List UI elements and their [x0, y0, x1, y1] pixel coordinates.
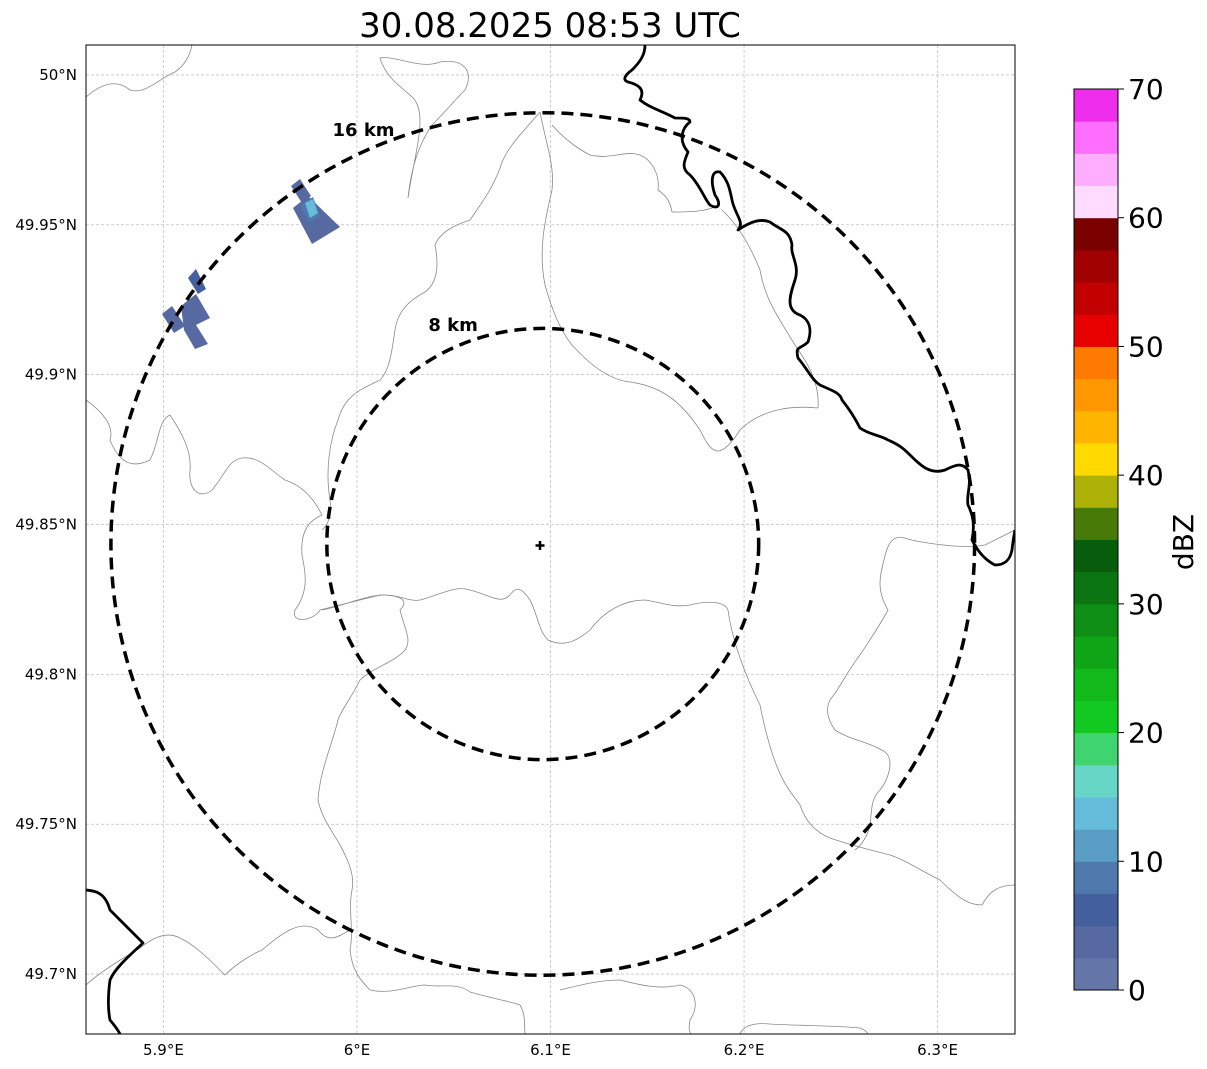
colorbar-segment: [1074, 636, 1118, 669]
admin-boundary: [86, 399, 409, 721]
longitude-tick-labels: 5.9°E 6°E 6.1°E 6.2°E 6.3°E: [143, 1041, 958, 1059]
admin-boundary: [559, 979, 696, 1034]
colorbar-segment: [1074, 507, 1118, 540]
lon-tick-label: 6.2°E: [724, 1041, 765, 1059]
colorbar-frame: [1073, 88, 1119, 991]
radar-site-marker: [535, 541, 545, 550]
admin-boundary: [321, 111, 541, 531]
colorbar-segment: [1074, 314, 1118, 347]
lon-tick-label: 6°E: [344, 1041, 371, 1059]
colorbar-segment: [1074, 668, 1118, 701]
lon-tick-label: 6.3°E: [917, 1041, 958, 1059]
admin-boundary: [827, 529, 1015, 851]
lat-tick-label: 49.7°N: [25, 965, 77, 983]
admin-boundary: [721, 209, 819, 409]
colorbar-segment: [1074, 700, 1118, 734]
admin-boundary: [539, 111, 819, 452]
colorbar-segment: [1074, 861, 1118, 894]
colorbar-tick-label: 50: [1128, 330, 1164, 363]
colorbar-segment: [1074, 732, 1118, 766]
reflectivity-cell: [188, 269, 206, 294]
admin-boundary: [551, 124, 721, 213]
latitude-tick-labels: 50°N 49.95°N 49.9°N 49.85°N 49.8°N 49.75°N 49.…: [15, 66, 77, 983]
national-border: [86, 888, 145, 1034]
reflectivity-echoes: [162, 179, 340, 349]
colorbar-segment: [1074, 796, 1118, 830]
colorbar-segment: [1074, 217, 1118, 251]
colorbar-segment: [1074, 829, 1118, 862]
reflectivity-cell: [305, 199, 318, 218]
range-ring-8km: [325, 326, 761, 762]
colorbar-label: dBZ: [1167, 514, 1200, 570]
admin-boundary: [86, 925, 351, 986]
admin-boundary: [321, 588, 761, 706]
figure-title: 30.08.2025 08:53 UTC: [359, 6, 741, 46]
borders-layer: [86, 45, 1015, 1034]
colorbar-segment: [1074, 893, 1118, 927]
colorbar-segment: [1074, 603, 1118, 637]
colorbar-tick-label: 10: [1128, 845, 1164, 878]
colorbar-segment: [1074, 153, 1118, 187]
reflectivity-cell: [162, 306, 185, 333]
lon-tick-label: 5.9°E: [143, 1041, 184, 1059]
range-rings: 8 km 16 km: [109, 111, 977, 977]
colorbar-segment: [1074, 442, 1118, 476]
colorbar-tick-label: 20: [1128, 717, 1164, 750]
colorbar-segment: [1074, 185, 1118, 219]
reflectivity-cell: [291, 179, 311, 203]
colorbar-segment: [1074, 571, 1118, 605]
national-border: [623, 45, 1015, 567]
colorbar-segment: [1074, 89, 1118, 122]
colorbar-segment: [1074, 539, 1118, 573]
lat-tick-label: 49.8°N: [25, 665, 77, 683]
lat-tick-label: 49.9°N: [25, 366, 77, 384]
lat-tick-label: 49.85°N: [15, 516, 77, 534]
lat-tick-label: 49.95°N: [15, 216, 77, 234]
range-ring-16km: [109, 111, 977, 977]
colorbar-tick-label: 70: [1128, 73, 1164, 106]
admin-boundary: [739, 1023, 869, 1034]
colorbar-segment: [1074, 475, 1118, 508]
map-frame: [85, 44, 1016, 1035]
lat-tick-label: 49.75°N: [15, 815, 77, 833]
colorbar-tick-label: 0: [1128, 974, 1146, 1007]
lon-tick-label: 6.1°E: [530, 1041, 571, 1059]
colorbar-segment: [1074, 282, 1118, 315]
admin-boundary: [86, 45, 193, 98]
range-ring-label: 8 km: [428, 315, 478, 336]
reflectivity-cell: [181, 294, 210, 349]
colorbar: 0 10 20 30 40 50 60 70 dBZ: [1073, 73, 1200, 1007]
colorbar-segment: [1074, 346, 1118, 380]
admin-boundary: [379, 57, 469, 199]
colorbar-tick-label: 40: [1128, 459, 1164, 492]
lat-tick-label: 50°N: [39, 66, 77, 84]
admin-boundary: [759, 704, 1015, 906]
colorbar-segment: [1074, 410, 1118, 444]
colorbar-segment: [1074, 957, 1118, 991]
admin-boundary: [317, 719, 526, 1034]
map-plot-area: [86, 45, 1015, 1034]
colorbar-segment: [1074, 121, 1118, 154]
colorbar-segment: [1074, 925, 1118, 959]
colorbar-segment: [1074, 249, 1118, 283]
colorbar-tick-label: 60: [1128, 202, 1164, 235]
range-ring-label: 16 km: [333, 120, 395, 141]
colorbar-segment: [1074, 378, 1118, 412]
colorbar-tick-label: 30: [1128, 588, 1164, 621]
colorbar-segment: [1074, 764, 1118, 798]
